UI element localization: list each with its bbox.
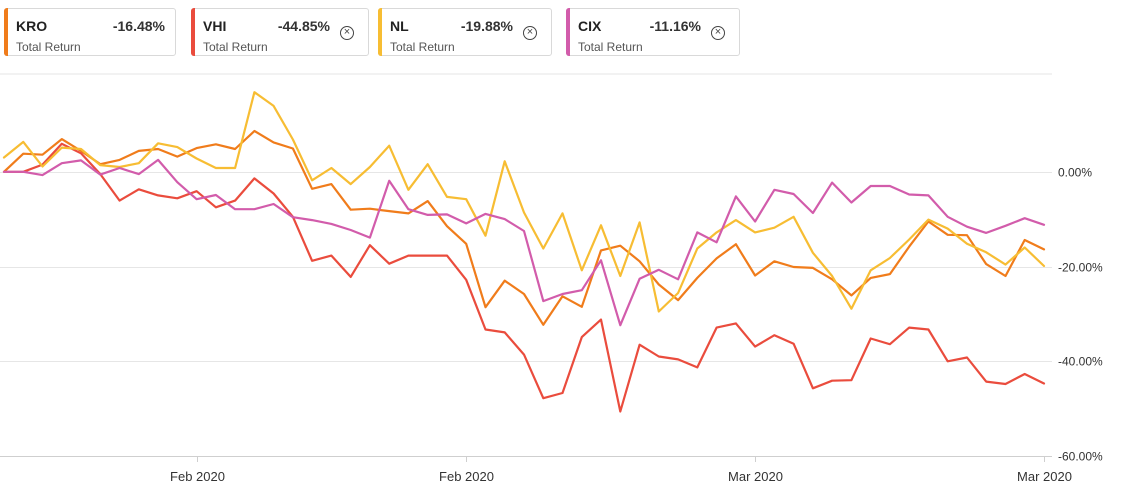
x-tick-label: Mar 2020 [728,469,783,484]
y-tick-label: -20.00% [1058,261,1103,275]
legend-color-swatch [191,8,195,56]
series-line-kro [2,129,1046,326]
y-tick-label: 0.00% [1058,166,1092,180]
legend-symbol: VHI [203,18,227,34]
legend-color-swatch [378,8,382,56]
legend-return-label: Total Return [578,40,643,54]
legend: KRO -16.48% Total Return VHI -44.85% Total Re… [0,0,1129,60]
x-tick-label: Mar 2020 [1017,469,1072,484]
legend-return-value: -16.48% [112,18,165,34]
legend-return-label: Total Return [16,40,81,54]
legend-card-vhi[interactable]: VHI -44.85% Total Return × [191,8,369,56]
x-tick-label: Feb 2020 [170,469,225,484]
legend-return-value: -19.88% [460,18,513,34]
legend-color-swatch [566,8,570,56]
legend-card-cix[interactable]: CIX -11.16% Total Return × [566,8,740,56]
y-tick-label: -40.00% [1058,355,1103,369]
series-line-nl [2,91,1046,313]
legend-color-swatch [4,8,8,56]
legend-symbol: NL [390,18,409,34]
legend-card-kro[interactable]: KRO -16.48% Total Return [4,8,176,56]
legend-return-value: -11.16% [649,18,701,34]
close-circle-icon[interactable]: × [340,26,354,40]
legend-card-nl[interactable]: NL -19.88% Total Return × [378,8,552,56]
legend-symbol: KRO [16,18,48,34]
legend-symbol: CIX [578,18,602,34]
legend-return-value: -44.85% [277,18,330,34]
legend-return-label: Total Return [390,40,455,54]
x-tick-label: Feb 2020 [439,469,494,484]
y-tick-label: -60.00% [1058,450,1103,464]
series-line-cix [2,158,1046,327]
close-circle-icon[interactable]: × [711,26,725,40]
close-circle-icon[interactable]: × [523,26,537,40]
series-line-vhi [2,142,1046,413]
legend-return-label: Total Return [203,40,268,54]
